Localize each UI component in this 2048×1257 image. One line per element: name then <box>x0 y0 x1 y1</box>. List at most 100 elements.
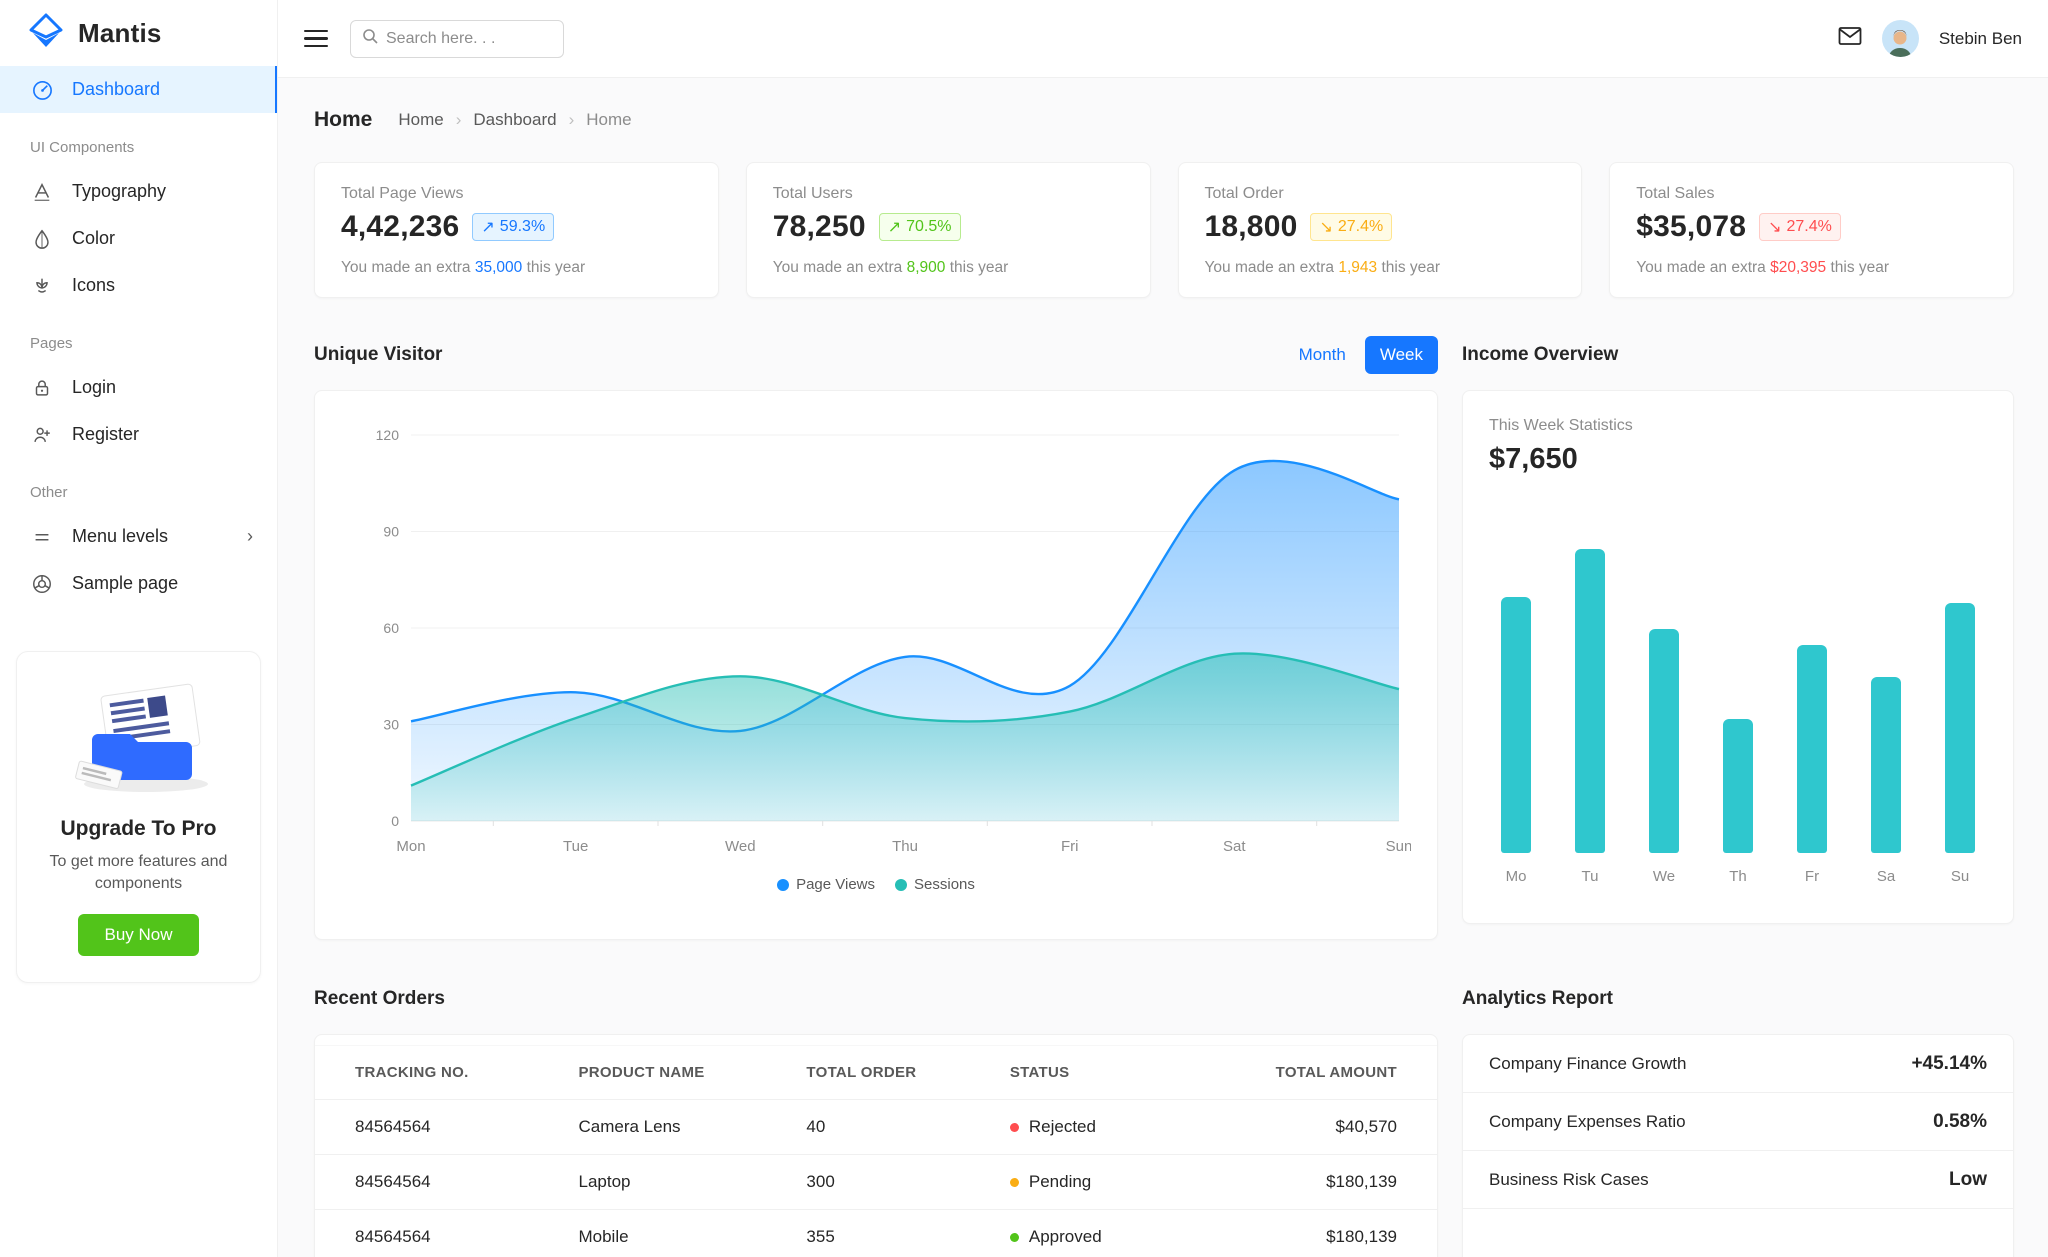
income-overview-section: Income Overview This Week Statistics $7,… <box>1462 334 2014 924</box>
income-bar-column: Tu <box>1575 549 1605 885</box>
avatar[interactable] <box>1881 20 1919 57</box>
breadcrumb-item[interactable]: Home <box>398 110 444 129</box>
table-row: 84564564 Mobile 355 Approved $180,139 <box>315 1209 1437 1257</box>
sidebar-group-label: Other <box>30 484 68 501</box>
buy-now-button[interactable]: Buy Now <box>78 914 199 957</box>
svg-text:Sat: Sat <box>1223 838 1246 855</box>
trend-up-icon: ↗ <box>887 219 902 236</box>
upgrade-title: Upgrade To Pro <box>60 817 217 840</box>
sidebar-item-sample-page[interactable]: Sample page <box>0 560 277 607</box>
svg-text:0: 0 <box>391 813 399 829</box>
hamburger-menu-icon[interactable] <box>304 29 328 48</box>
analytics-label: Business Risk Cases <box>1489 1169 1649 1189</box>
sidebar-item-label: Icons <box>72 275 116 295</box>
cell-tracking-no[interactable]: 84564564 <box>315 1154 567 1210</box>
orders-column-header: STATUS <box>997 1045 1174 1100</box>
mantis-logo-icon <box>28 13 64 54</box>
upgrade-subtitle: To get more features and components <box>49 853 228 892</box>
sidebar-group-label: UI Components <box>30 139 135 156</box>
income-bar-column: Su <box>1945 603 1975 885</box>
sidebar-item-menu-levels[interactable]: Menu levels › <box>0 513 277 560</box>
register-icon <box>30 424 54 446</box>
legend-dot-icon <box>895 878 908 891</box>
income-bar[interactable] <box>1501 597 1531 853</box>
sidebar-item-color[interactable]: Color <box>0 215 277 262</box>
legend-item[interactable]: Sessions <box>895 876 975 893</box>
sidebar-item-dashboard[interactable]: Dashboard <box>0 66 277 113</box>
breadcrumb-separator-icon: › <box>568 110 575 129</box>
svg-text:Mon: Mon <box>396 838 425 855</box>
logo-row[interactable]: Mantis <box>0 0 277 66</box>
analytics-report-title: Analytics Report <box>1462 988 1613 1009</box>
cell-tracking-no[interactable]: 84564564 <box>315 1099 567 1155</box>
stat-card-label: Total Order <box>1204 185 1284 202</box>
stat-card-trend-badge: ↘ 27.4% <box>1310 213 1393 241</box>
sidebar-item-icons[interactable]: Icons <box>0 262 277 309</box>
stat-card-extra-text: You made an extra 35,000 this year <box>341 259 586 276</box>
stat-card-value: 4,42,236 <box>341 210 460 243</box>
sidebar-item-typography[interactable]: Typography <box>0 168 277 215</box>
stat-card-label: Total Page Views <box>341 185 464 202</box>
dashboard-icon <box>30 78 54 101</box>
mail-icon[interactable] <box>1838 26 1862 51</box>
chart-legend: Page Views Sessions <box>341 876 1411 893</box>
analytics-report-panel: Company Finance Growth +45.14% Company E… <box>1462 1034 2014 1257</box>
app-name: Mantis <box>78 17 162 48</box>
cell-total-amount: $180,139 <box>1173 1209 1437 1257</box>
breadcrumb-item[interactable]: Dashboard <box>473 110 557 129</box>
cell-total-amount: $180,139 <box>1173 1154 1437 1210</box>
user-name[interactable]: Stebin Ben <box>1938 28 2022 48</box>
income-bar-column: Sa <box>1871 677 1901 885</box>
income-bar-label: Tu <box>1581 868 1599 885</box>
stat-card-label: Total Users <box>772 185 853 202</box>
income-bar[interactable] <box>1723 719 1753 853</box>
typography-icon <box>30 181 54 203</box>
income-bar[interactable] <box>1575 549 1605 853</box>
stat-card-extra-text: You made an extra 1,943 this year <box>1204 259 1441 276</box>
income-bar[interactable] <box>1649 629 1679 853</box>
icons-icon <box>30 275 54 297</box>
trend-down-icon: ↘ <box>1319 219 1333 236</box>
income-bar[interactable] <box>1871 677 1901 853</box>
sidebar-group-label: Pages <box>30 335 73 352</box>
analytics-value: Low <box>1949 1168 1987 1190</box>
cell-product-name: Mobile <box>566 1209 795 1257</box>
income-bar-label: Sa <box>1876 868 1896 885</box>
cell-total-order: 40 <box>794 1099 998 1155</box>
income-bar-label: Su <box>1950 868 1970 885</box>
cell-tracking-no[interactable]: 84564564 <box>315 1209 567 1257</box>
stat-card-value: 18,800 <box>1204 210 1298 243</box>
cell-total-order: 355 <box>794 1209 998 1257</box>
sidebar-item-label: Login <box>72 377 117 397</box>
recent-orders-title: Recent Orders <box>314 988 445 1009</box>
legend-item[interactable]: Page Views <box>777 876 875 893</box>
sidebar-item-label: Color <box>72 228 116 248</box>
income-amount: $7,650 <box>1489 443 1578 475</box>
sidebar-item-label: Menu levels <box>72 526 169 546</box>
table-row: 84564564 Camera Lens 40 Rejected $40,570 <box>315 1099 1437 1155</box>
week-toggle-button[interactable]: Week <box>1364 336 1438 374</box>
income-bar-label: Mo <box>1505 868 1527 885</box>
search-input[interactable] <box>386 29 552 48</box>
analytics-label: Company Finance Growth <box>1489 1053 1687 1073</box>
sidebar: Mantis Dashboard UI Components Typograph… <box>0 0 278 1257</box>
sidebar-item-register[interactable]: Register <box>0 411 277 458</box>
month-toggle-button[interactable]: Month <box>1284 336 1361 374</box>
unique-visitor-section: Unique Visitor Month Week 0 30 60 90 120 Mon T… <box>314 334 1438 940</box>
sample-page-icon <box>30 573 54 595</box>
breadcrumb-separator-icon: › <box>455 110 462 129</box>
sidebar-item-label: Typography <box>72 181 167 201</box>
login-icon <box>30 377 54 399</box>
income-bar[interactable] <box>1797 645 1827 853</box>
breadcrumb-item[interactable]: Home <box>586 110 632 129</box>
analytics-report-section: Analytics Report Company Finance Growth … <box>1462 978 2014 1257</box>
search-box <box>350 19 564 58</box>
breadcrumb: Home › Dashboard › Home <box>398 110 631 130</box>
orders-column-header: TRACKING NO. <box>315 1045 567 1100</box>
svg-text:Fri: Fri <box>1061 838 1079 855</box>
sidebar-item-login[interactable]: Login <box>0 364 277 411</box>
unique-visitor-title: Unique Visitor <box>314 344 443 365</box>
income-bar[interactable] <box>1945 603 1975 853</box>
cell-status: Rejected <box>997 1099 1174 1155</box>
cell-total-amount: $40,570 <box>1173 1099 1437 1155</box>
